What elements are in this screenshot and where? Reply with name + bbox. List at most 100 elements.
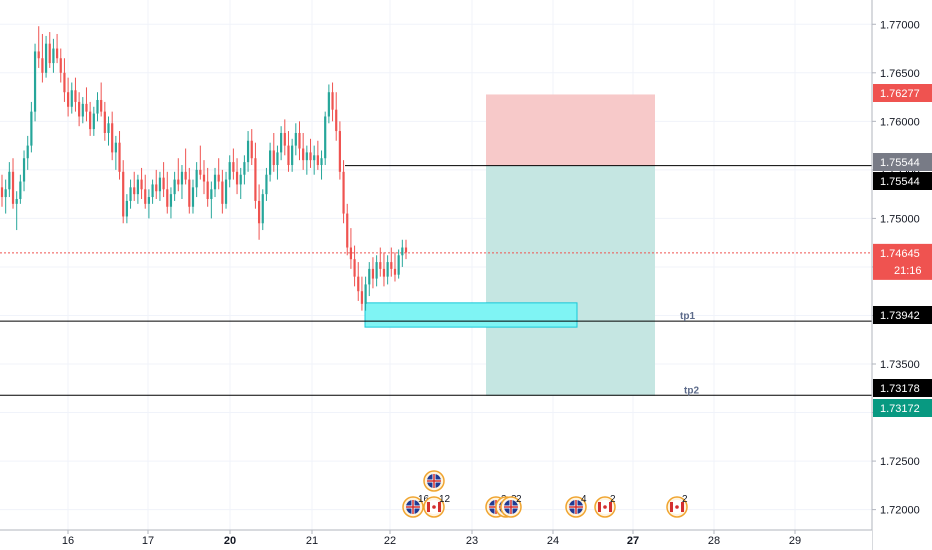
- candle-body: [63, 72, 66, 93]
- time-tick-label: 29: [789, 535, 801, 547]
- ca-leaf: [603, 505, 607, 509]
- ca-left-band: [670, 502, 673, 512]
- candle-body: [180, 171, 184, 185]
- candle-body: [92, 113, 95, 130]
- candle-body: [48, 43, 51, 64]
- candle-body: [188, 179, 191, 207]
- event-count: 2: [516, 494, 522, 505]
- candle-body: [287, 145, 290, 166]
- candle-body: [338, 131, 341, 172]
- candle-body: [166, 189, 169, 207]
- candle-body: [269, 150, 272, 175]
- candle-body: [298, 132, 301, 149]
- candle-body: [390, 262, 393, 269]
- candle-body: [232, 162, 235, 172]
- candle-body: [397, 255, 400, 275]
- candle-body: [371, 268, 375, 279]
- candle-body: [357, 276, 360, 292]
- candle-body: [15, 198, 18, 204]
- candle-body: [250, 140, 253, 159]
- candle-body: [305, 152, 308, 161]
- candle-body: [74, 90, 77, 102]
- candle-body: [294, 132, 297, 146]
- candle-body: [331, 92, 334, 110]
- candle-body: [59, 58, 62, 73]
- candle-body: [283, 132, 286, 146]
- candle-body: [346, 213, 349, 248]
- price-label-text: 1.76277: [880, 88, 920, 100]
- candle-body: [8, 171, 11, 190]
- candle-body: [96, 99, 99, 114]
- candle-body: [4, 189, 7, 198]
- event-count: 12: [439, 494, 451, 505]
- time-tick-label: 21: [306, 535, 318, 547]
- candle-body: [254, 158, 257, 201]
- candle-body: [206, 181, 209, 199]
- countdown-text: 21:16: [894, 265, 922, 277]
- price-tick-label: 1.75000: [880, 213, 920, 225]
- event-uk-flag-icon[interactable]: [423, 470, 445, 492]
- price-tick-label: 1.76000: [880, 116, 920, 128]
- event-uk-flag-icon[interactable]: 16: [402, 494, 430, 518]
- candle-body: [302, 148, 305, 161]
- candle-body: [78, 101, 81, 117]
- candle-body: [276, 152, 279, 166]
- candle-body: [158, 177, 162, 192]
- price-tick-label: 1.73500: [880, 359, 920, 371]
- event-ca-flag-icon[interactable]: 12: [423, 494, 451, 518]
- event-uk-flag-icon[interactable]: 2: [500, 494, 522, 518]
- candle-body: [217, 174, 220, 182]
- candle-body: [364, 284, 367, 304]
- price-tick-label: 1.72500: [880, 456, 920, 468]
- event-count: 4: [581, 494, 587, 505]
- candle-body: [162, 177, 165, 190]
- position-zones: [364, 94, 655, 396]
- candle-body: [11, 171, 15, 204]
- candle-body: [353, 259, 356, 277]
- candle-body: [147, 197, 151, 204]
- stop-loss-zone: [486, 94, 655, 166]
- candle-body: [202, 174, 206, 182]
- event-ca-flag-icon[interactable]: 2: [666, 494, 688, 518]
- event-uk-flag-icon[interactable]: 4: [565, 494, 587, 518]
- candle-body: [382, 268, 386, 277]
- ca-right-band: [438, 502, 441, 512]
- candle-body: [191, 187, 195, 207]
- candle-body: [199, 169, 202, 175]
- candle-body: [173, 179, 176, 195]
- candle-body: [114, 142, 117, 153]
- candle-body: [140, 179, 143, 190]
- candle-body: [195, 169, 198, 188]
- price-label-text: 1.73178: [880, 383, 920, 395]
- line-label-tp2: tp2: [684, 385, 699, 396]
- candle-body: [100, 99, 103, 112]
- ca-right-band: [609, 502, 612, 512]
- candle-body: [155, 184, 158, 192]
- price-tick-label: 1.76500: [880, 68, 920, 80]
- time-tick-label: 16: [62, 535, 74, 547]
- candle-body: [265, 174, 268, 195]
- candle-body: [272, 150, 275, 166]
- horizontal-lines: tp1 tp2: [0, 165, 872, 396]
- candle-body: [379, 262, 382, 269]
- ca-leaf: [675, 505, 679, 509]
- candle-body: [103, 111, 106, 133]
- price-label-box: [873, 399, 932, 417]
- candle-body: [324, 116, 327, 159]
- candle-body: [22, 158, 26, 182]
- chart-grid: [0, 0, 872, 530]
- candle-body: [144, 189, 147, 204]
- candle-body: [239, 174, 242, 185]
- time-tick-label: 23: [466, 535, 478, 547]
- price-label-box: [873, 306, 932, 324]
- time-tick-label: 24: [547, 535, 559, 547]
- take-profit-zone: [486, 165, 655, 396]
- line-label-tp1: tp1: [680, 311, 695, 322]
- time-axis-bg: [0, 530, 872, 550]
- candle-body: [327, 92, 330, 117]
- candle-body: [0, 187, 4, 198]
- candle-body: [169, 194, 173, 207]
- event-count: 16: [418, 494, 430, 505]
- event-ca-flag-icon[interactable]: 2: [594, 494, 616, 518]
